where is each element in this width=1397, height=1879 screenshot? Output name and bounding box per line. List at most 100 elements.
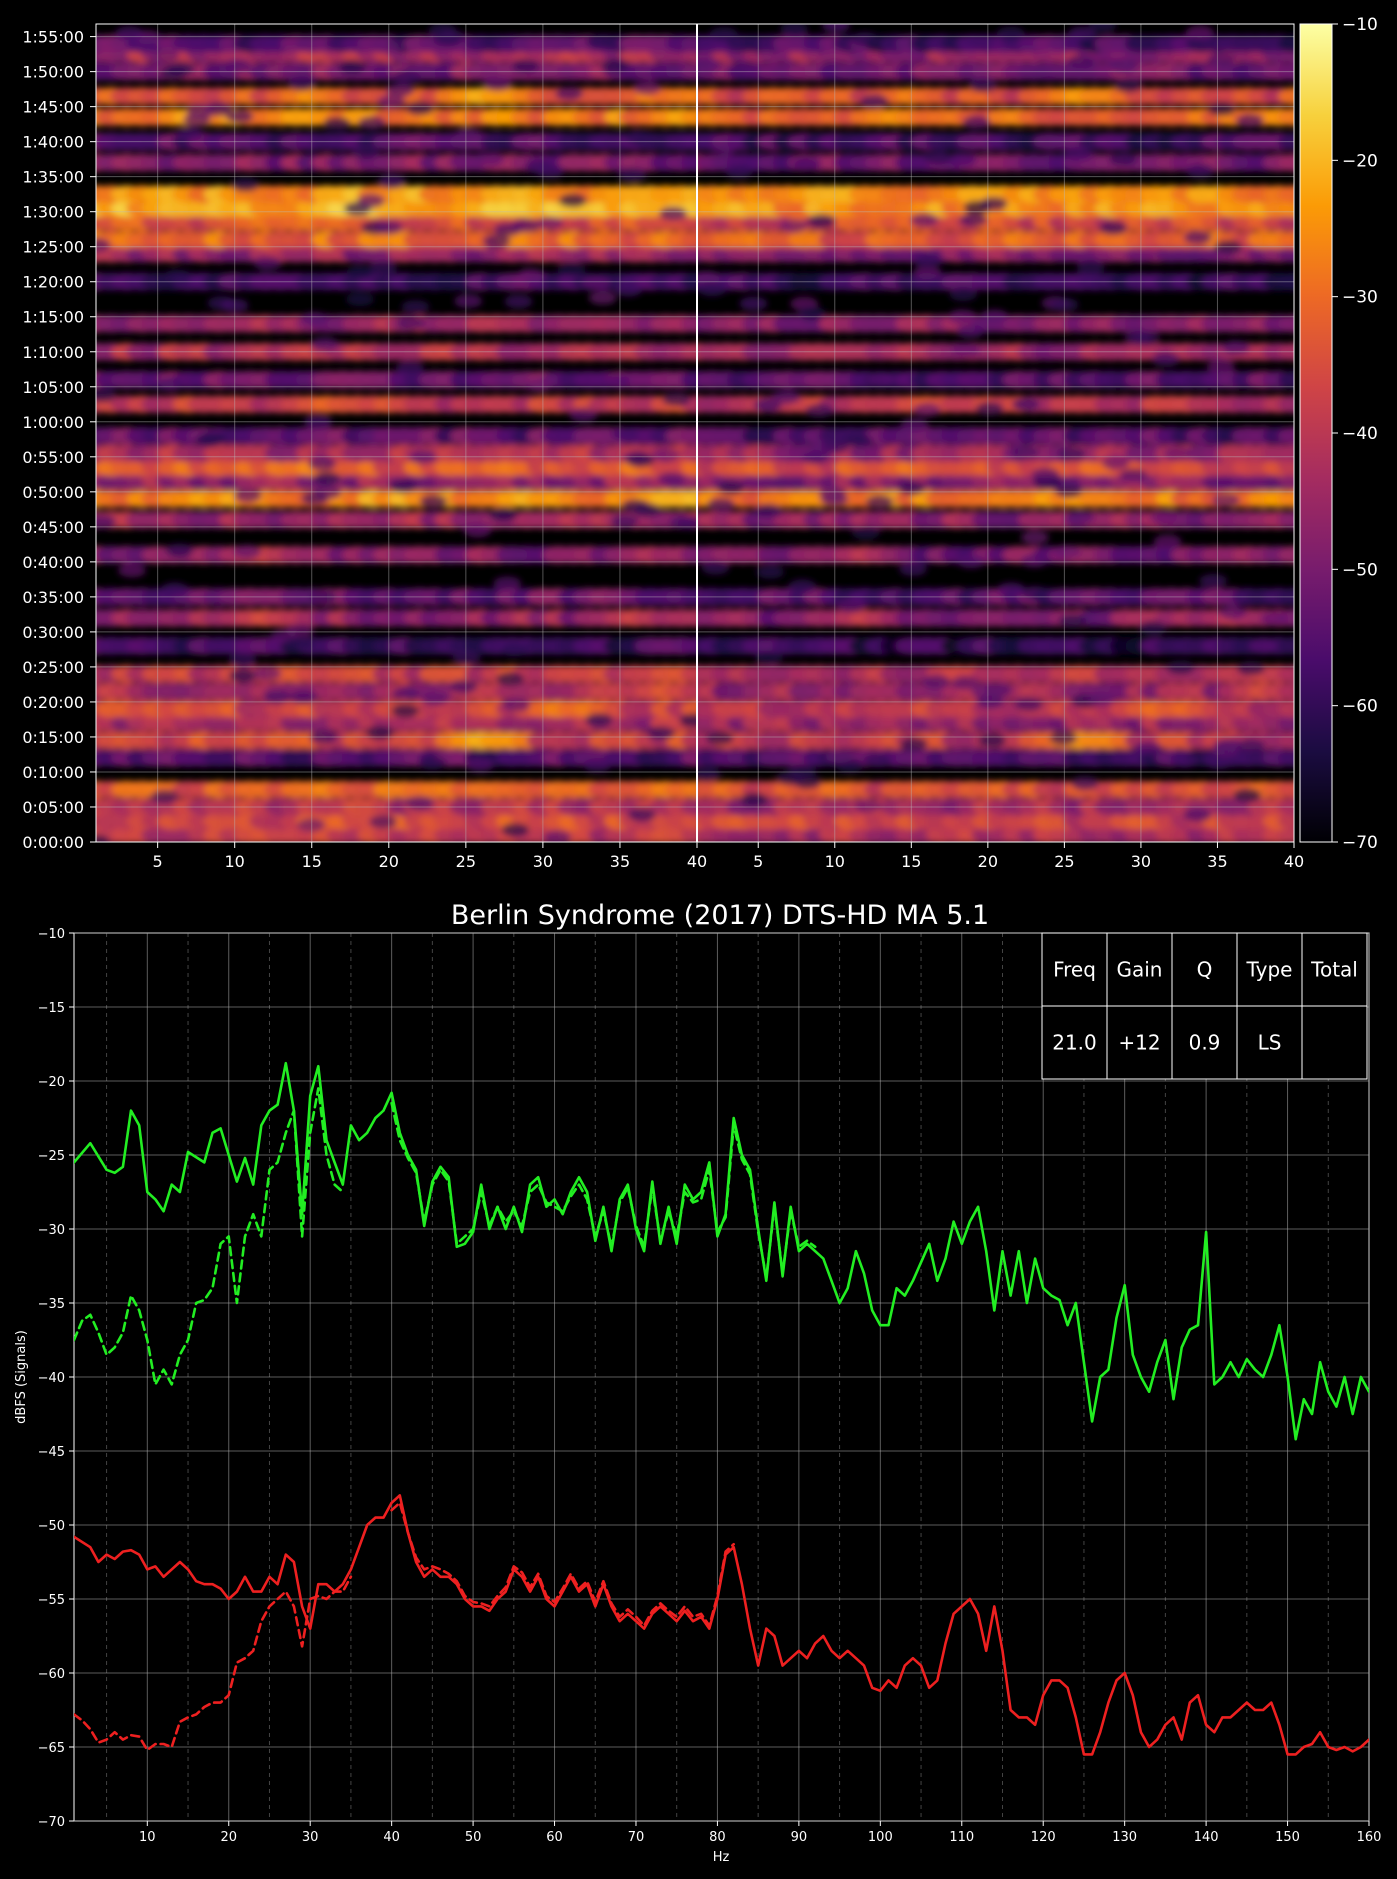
line-chart-y-tick-label: −60 (38, 1667, 65, 1682)
spectrogram-x-tick-label: 5 (753, 852, 763, 871)
heat-noise-cell (1249, 36, 1278, 51)
heat-noise-cell (980, 309, 1009, 324)
line-chart-series (74, 1061, 1369, 1756)
heat-noise-cell (454, 294, 483, 309)
y-axis-label: dBFS (Signals) (14, 1330, 29, 1424)
line-chart-y-tick-label: −35 (38, 1297, 65, 1312)
spectrogram-x-tick-label: 15 (901, 852, 921, 871)
heat-noise-cell (996, 26, 1025, 41)
heat-cell (1278, 636, 1294, 655)
heat-noise-cell (386, 83, 415, 98)
heat-noise-cell (753, 398, 782, 413)
heat-noise-cell (228, 668, 257, 683)
heat-cell (681, 699, 697, 718)
spectrogram-left-cells (96, 24, 697, 842)
heat-noise-cell (303, 414, 332, 429)
heat-cell (1278, 108, 1294, 127)
heat-cell (1278, 444, 1294, 463)
heat-noise-cell (805, 403, 834, 418)
line-chart-y-tick-label: −15 (38, 1001, 65, 1016)
heat-cell (1278, 34, 1294, 53)
heat-noise-cell (1057, 447, 1086, 462)
heat-noise-cell (697, 58, 721, 73)
heat-noise-cell (1199, 573, 1228, 588)
heat-noise-cell (1064, 146, 1093, 161)
filter-table-cell-text: +12 (1118, 1031, 1160, 1055)
heat-noise-cell (1119, 468, 1148, 483)
heat-noise-cell (912, 402, 941, 417)
heat-noise-cell (659, 206, 688, 221)
line-chart-x-tick-label: 140 (1194, 1830, 1219, 1845)
heat-noise-cell (1218, 605, 1247, 620)
heat-cell (681, 731, 697, 750)
spectrogram-x-tick-label: 10 (225, 852, 245, 871)
heat-noise-cell (1149, 510, 1178, 525)
heat-noise-cell (253, 256, 282, 271)
colorbar-tick-label: −40 (1342, 424, 1378, 444)
series-line-3 (390, 1101, 817, 1280)
heat-cell (1278, 153, 1294, 172)
heat-noise-cell (151, 49, 180, 64)
heat-noise-cell (223, 59, 252, 74)
heat-noise-cell (1088, 24, 1117, 33)
heat-noise-cell (709, 27, 738, 42)
heat-noise-cell (657, 472, 686, 487)
heat-cell (681, 314, 697, 333)
heat-noise-cell (418, 755, 447, 770)
spectrogram-y-tick-label: 1:45:00 (22, 98, 84, 117)
heat-noise-cell (582, 275, 611, 290)
spectrogram-right-cells (697, 24, 1294, 842)
heat-noise-cell (1235, 113, 1264, 128)
line-chart-y-tick-label: −55 (38, 1593, 65, 1608)
spectrogram-y-tick-label: 0:50:00 (22, 483, 84, 502)
spectrogram-y-tick-label: 0:20:00 (22, 693, 84, 712)
heat-noise-cell (652, 448, 681, 463)
spectrogram-y-tick-label: 0:05:00 (22, 798, 84, 817)
heat-noise-cell (705, 731, 734, 746)
heat-cell (681, 780, 697, 799)
heat-noise-cell (951, 342, 980, 357)
heat-cell (1278, 458, 1294, 477)
line-chart-x-tick-label: 110 (949, 1830, 974, 1845)
series-line-2 (74, 1087, 345, 1386)
heat-noise-cell (297, 817, 326, 832)
heat-cell (681, 664, 697, 683)
heat-cell (1278, 682, 1294, 701)
heat-noise-cell (976, 694, 1005, 709)
heat-noise-cell (844, 433, 873, 448)
heat-cell (681, 426, 697, 445)
heat-noise-cell (1031, 467, 1060, 482)
spectrogram-x-tick-label: 5 (153, 852, 163, 871)
heat-noise-cell (233, 488, 262, 503)
heat-noise-cell (780, 24, 809, 37)
heat-noise-cell (681, 272, 697, 287)
heat-noise-cell (96, 238, 111, 253)
heat-noise-cell (951, 675, 980, 690)
line-chart-y-ticks: −10 −15 −20 −25 −30 −35 −40 −45 −50 −55 −60 −65 −70 (38, 927, 74, 1830)
heat-cell (1278, 811, 1294, 830)
heat-cell (1278, 713, 1294, 732)
heat-noise-cell (949, 287, 978, 302)
heat-cell (1278, 731, 1294, 750)
heat-noise-cell (163, 269, 192, 284)
heat-noise-cell (739, 296, 768, 311)
heat-noise-cell (1214, 738, 1243, 753)
heat-cell (1278, 132, 1294, 151)
heat-noise-cell (231, 177, 260, 192)
heat-noise-cell (1260, 611, 1289, 626)
heat-noise-cell (463, 523, 492, 538)
heat-noise-cell (391, 703, 420, 718)
heat-noise-cell (166, 61, 195, 76)
heat-noise-cell (913, 265, 942, 280)
heat-cell (681, 489, 697, 508)
filter-table-cell-text: 0.9 (1189, 1031, 1221, 1055)
heat-noise-cell (586, 34, 615, 49)
heat-noise-cell (433, 33, 462, 48)
heat-noise-cell (600, 58, 629, 73)
heat-noise-cell (797, 306, 826, 321)
heat-noise-cell (225, 109, 254, 124)
colorbar-tick-label: −50 (1342, 560, 1378, 580)
heat-noise-cell (1205, 476, 1234, 491)
heat-noise-cell (1108, 58, 1137, 73)
heat-noise-cell (614, 282, 643, 297)
